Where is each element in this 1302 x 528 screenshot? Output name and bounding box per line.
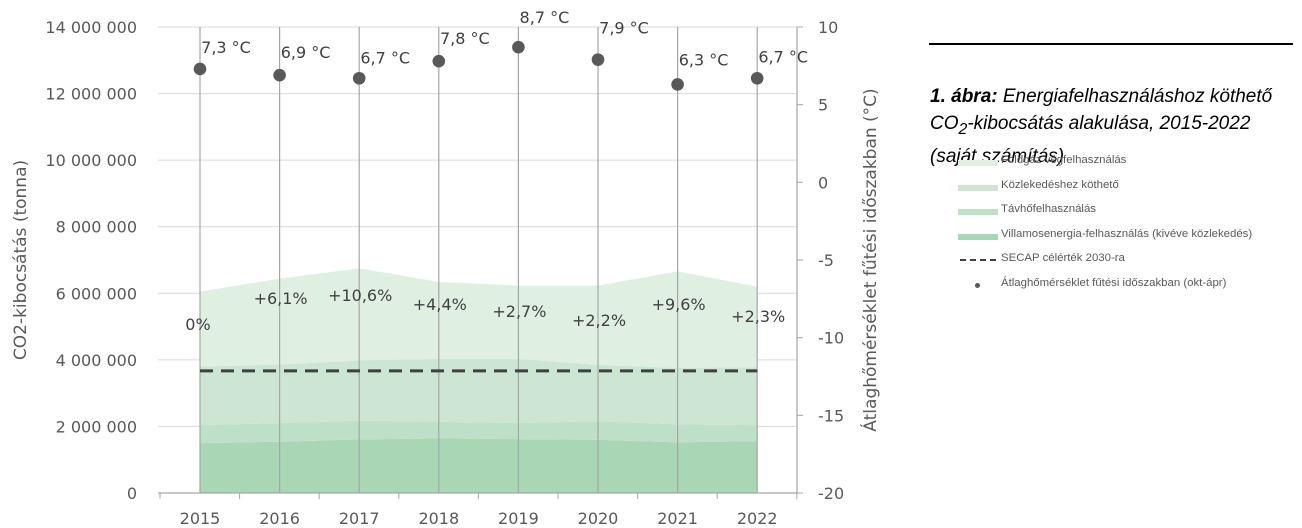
emissions-chart: 0 2 000 000 4 000 000 6 000 000 8 000 000 10 …	[11, 8, 881, 528]
caption-text: Energiafelhasználáshoz köthető CO	[930, 86, 1273, 134]
area-series-4	[200, 268, 758, 368]
temperature-label: 6,9 °C	[281, 43, 331, 62]
legend-swatch	[958, 233, 998, 240]
area-series-3	[200, 358, 758, 426]
legend-label: Földgáz végfelhasználás	[1001, 154, 1127, 166]
caption-number: 1. ábra:	[930, 86, 998, 107]
x-tick-label: 2022	[737, 509, 778, 528]
y2-tick-label: -10	[818, 329, 844, 348]
y-tick-label: 12 000 000	[45, 85, 137, 104]
legend-label: Átlaghőmérséklet fűtési időszakban (okt-…	[1001, 276, 1227, 289]
legend-swatch	[958, 160, 998, 166]
y-tick-label: 10 000 000	[45, 151, 137, 170]
temperature-label: 6,7 °C	[758, 47, 808, 66]
y-tick-label: 8 000 000	[56, 218, 137, 237]
temperature-label: 7,3 °C	[201, 38, 251, 57]
change-label: +2,7%	[492, 302, 546, 321]
temperature-label: 6,7 °C	[360, 48, 410, 67]
x-tick-label: 2018	[418, 509, 459, 528]
change-label: 0%	[185, 315, 210, 334]
legend-dash-swatch	[960, 259, 996, 262]
area-series-1	[200, 438, 758, 493]
temperature-point	[591, 53, 605, 66]
y2-axis-title: Átlaghőmérséklet fűtési időszakban (°C)	[859, 88, 881, 431]
x-tick-label: 2017	[339, 509, 380, 528]
x-tick-label: 2019	[498, 509, 539, 528]
legend-label: Közlekedéshez köthető	[1001, 178, 1119, 191]
figure-caption: 1. ábra: Energiafelhasználáshoz köthető …	[930, 83, 1302, 170]
y2-tick-label: 0	[818, 173, 828, 192]
legend-label: Villamosenergia-felhasználás (kivéve köz…	[1001, 227, 1253, 240]
change-label: +10,6%	[328, 286, 392, 305]
y-tick-label: 4 000 000	[56, 351, 137, 370]
legend-dot-swatch	[975, 282, 980, 288]
change-label: +9,6%	[652, 295, 706, 314]
y-tick-label: 2 000 000	[56, 417, 137, 436]
change-label: +4,4%	[413, 295, 467, 314]
temperature-point	[273, 68, 286, 82]
temperature-label: 8,7 °C	[520, 8, 570, 27]
temperature-point	[432, 54, 446, 68]
temperature-point	[512, 40, 525, 54]
caption-rule	[929, 43, 1293, 45]
x-tick-label: 2016	[259, 509, 300, 528]
legend-swatch	[958, 209, 998, 216]
temperature-point	[193, 62, 207, 76]
temperature-label: 6,3 °C	[679, 50, 729, 69]
legend-label: SECAP célérték 2030-ra	[1001, 252, 1125, 265]
temperature-point	[671, 78, 684, 91]
y-axis-title: CO2-kibocsátás (tonna)	[11, 160, 31, 360]
x-tick-label: 2015	[180, 509, 221, 528]
y2-tick-label: 5	[818, 96, 828, 115]
x-tick-label: 2021	[657, 509, 698, 528]
temperature-label: 7,9 °C	[599, 19, 649, 38]
temperature-point	[750, 71, 764, 85]
legend-label: Távhőfelhasználás	[1001, 203, 1096, 216]
y2-tick-label: -5	[818, 251, 834, 270]
y2-tick-label: -20	[818, 484, 844, 503]
temperature-label: 7,8 °C	[440, 29, 490, 48]
x-tick-label: 2020	[578, 509, 619, 528]
y2-tick-label: 10	[818, 18, 838, 37]
change-label: +2,2%	[572, 311, 626, 330]
y-tick-label: 14 000 000	[45, 18, 137, 37]
caption-subscript: 2	[958, 120, 968, 138]
y-tick-label: 6 000 000	[56, 284, 137, 303]
temperature-point	[352, 71, 366, 85]
y2-tick-label: -15	[818, 406, 844, 425]
y-tick-label: 0	[127, 484, 137, 503]
change-label: +6,1%	[254, 289, 308, 308]
legend-swatch	[958, 184, 998, 191]
change-label: +2,3%	[731, 307, 785, 326]
area-series-2	[200, 420, 758, 444]
